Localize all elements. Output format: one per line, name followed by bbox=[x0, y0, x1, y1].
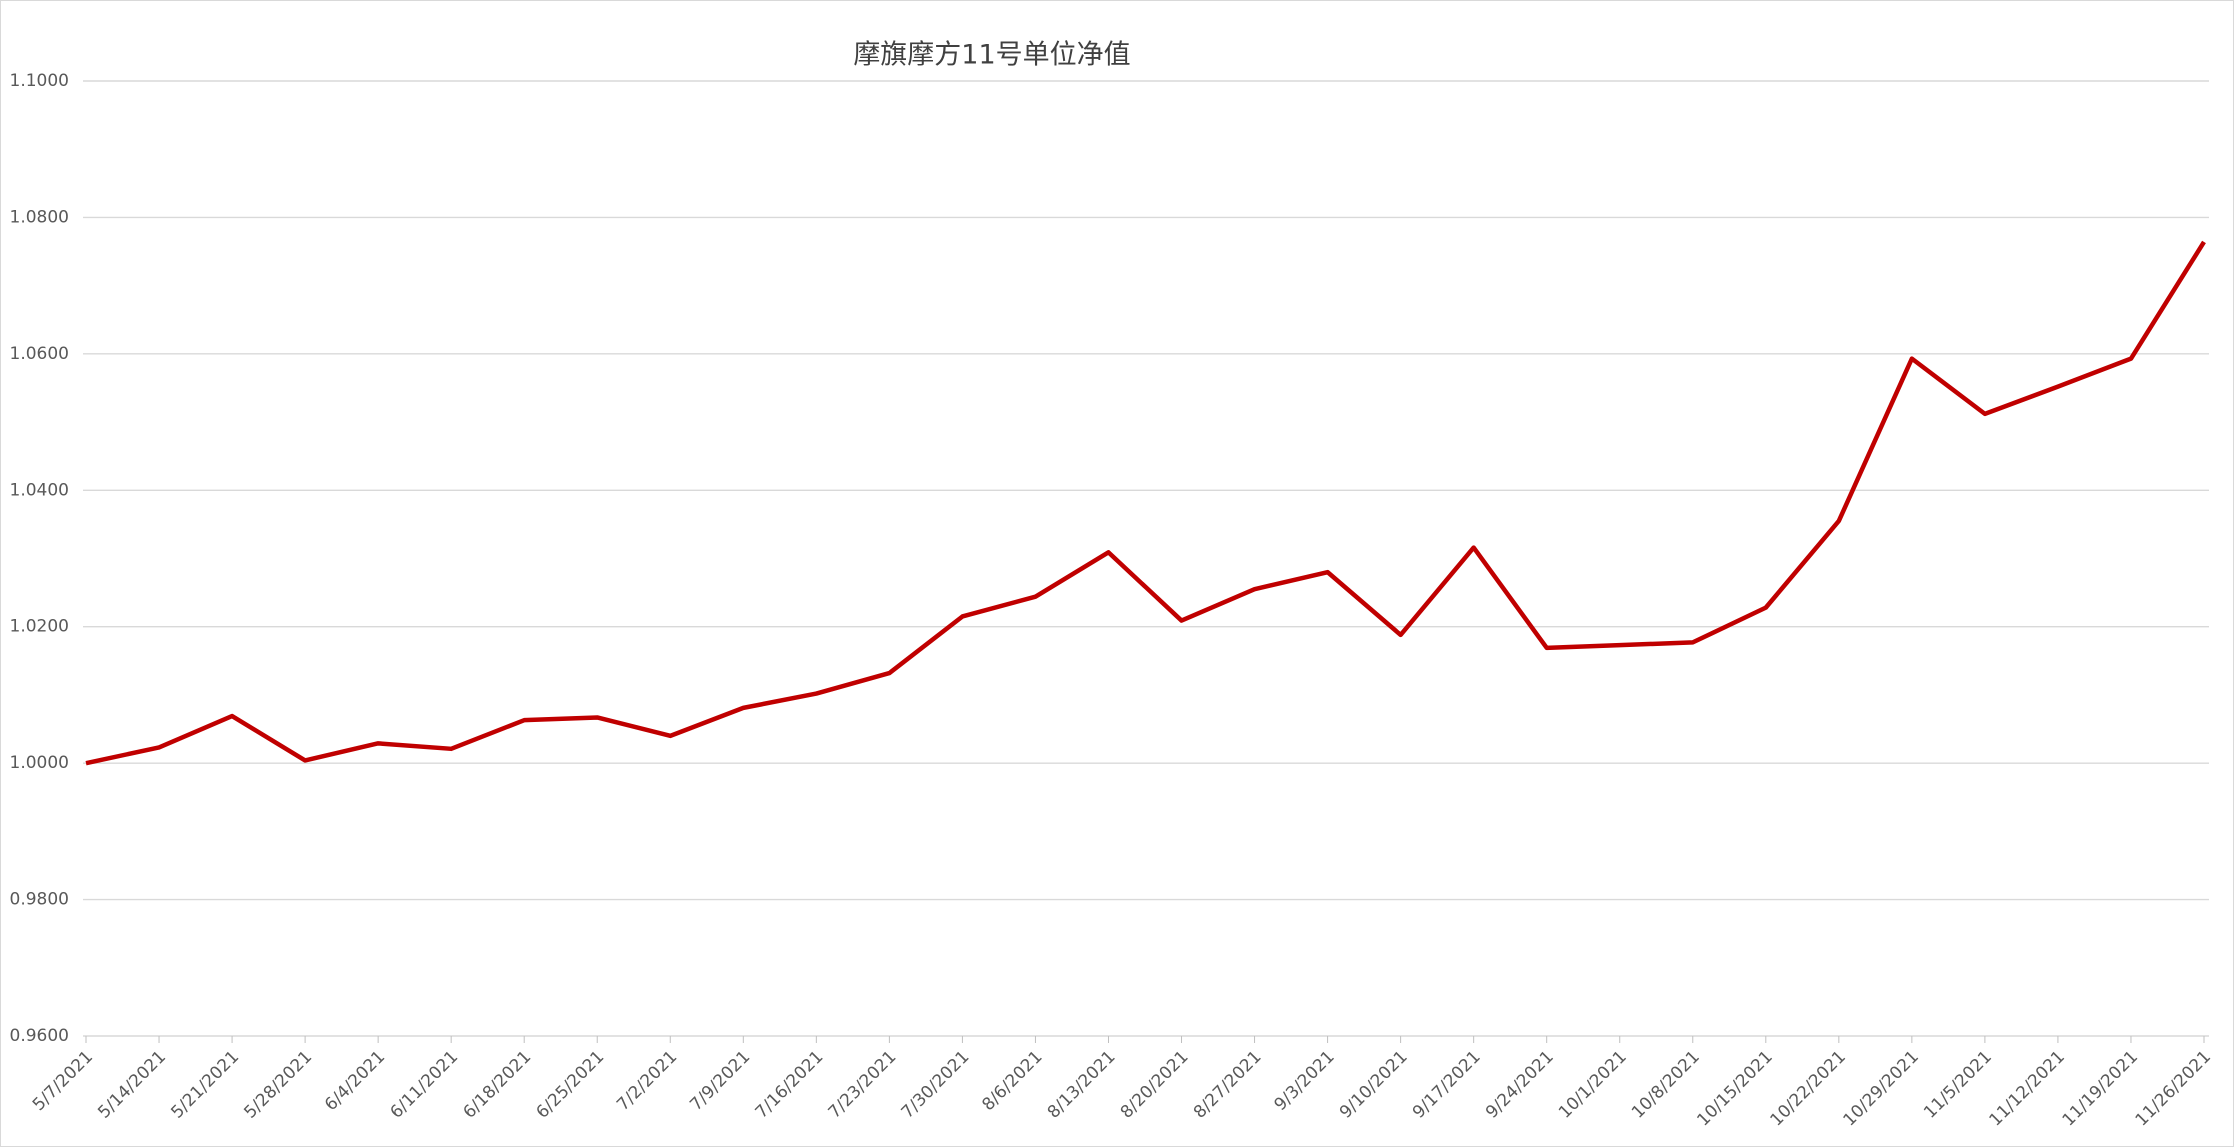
y-tick-label: 1.0400 bbox=[10, 480, 69, 500]
y-tick-label: 0.9600 bbox=[10, 1026, 69, 1046]
y-tick-label: 1.0600 bbox=[10, 344, 69, 364]
y-tick-label: 1.0200 bbox=[10, 617, 69, 637]
y-tick-label: 1.0000 bbox=[10, 753, 69, 773]
y-tick-label: 1.1000 bbox=[10, 71, 69, 91]
line-series bbox=[85, 240, 2206, 766]
y-tick-label: 0.9800 bbox=[10, 890, 69, 910]
chart-title: 摩旗摩方11号单位净值 bbox=[853, 40, 1130, 71]
y-tick-label: 1.0800 bbox=[10, 207, 69, 227]
